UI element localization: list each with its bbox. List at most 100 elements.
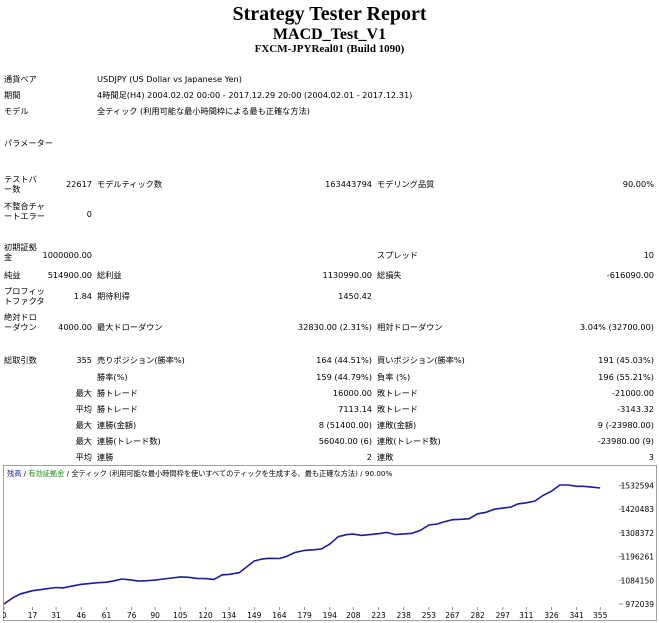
avg-cons-losses-label: 連敗 [377,452,394,462]
x-tick-label: 31 [51,611,61,620]
max-cons-loss-value: -23980.00 (9) [597,436,654,446]
x-tick-label: 76 [127,611,137,620]
max-cons-profit-label: 連勝(トレード数) [97,436,161,446]
average-prefix: 平均 [75,404,92,414]
x-tick-label: 61 [102,611,112,620]
period-value: 4時間足(H4) 2004.02.02 00:00 - 2017.12.29 2… [97,90,413,100]
x-tick-label: 105 [173,611,188,620]
max-cons-wins-label: 連勝(金額) [97,420,137,430]
profit-factor-value: 1.84 [73,291,92,301]
balance-chart: 0 17 31 46 61 76 90 105 120 134 149 164 179 194 208 223… [3,465,657,621]
x-tick-label: 326 [544,611,559,620]
max-cons-losses-value: 9 (-23980.00) [597,420,654,430]
bars-label: テストバー数 [4,174,37,194]
long-positions-value: 191 (45.03%) [598,355,654,365]
max-drawdown-label: 最大ドローダウン [97,322,163,332]
gross-loss-label: 総損失 [377,270,402,280]
total-trades-value: 355 [76,355,92,365]
loss-rate-label: 負率 (%) [377,372,411,382]
deposit-label: 初期証拠金 [4,242,37,262]
max-drawdown-value: 32830.00 (2.31%) [297,322,372,332]
params-label: パラメーター [4,138,53,148]
y-tick-label: 1196261 [621,553,655,562]
max-cons-losses-label: 連敗(金額) [377,420,417,430]
mismatch-label: 不整合チャートエラー [4,201,45,221]
gross-loss-value: -616090.00 [606,270,654,280]
x-tick-label: 253 [422,611,437,620]
gross-profit-label: 総利益 [97,270,122,280]
model-label: モデル [4,106,29,116]
x-tick-label: 46 [76,611,86,620]
win-rate-label: 勝率(%) [97,372,128,382]
ticks-value: 163443794 [325,179,372,189]
payoff-value: 1450.42 [338,291,372,301]
y-tick-label: 1308372 [621,529,655,538]
max-cons-wins-value: 8 (51400.00) [318,420,372,430]
x-tick-label: 282 [470,611,485,620]
avg-cons-wins-label: 連勝 [97,452,114,462]
x-tick-label: 120 [198,611,213,620]
total-trades-label: 総取引数 [4,355,37,365]
avg-cons-wins-value: 2 [366,452,372,462]
x-tick-label: 164 [272,611,287,620]
report-title: Strategy Tester Report [232,3,427,25]
x-tick-label: 179 [297,611,312,620]
x-tick-label: 194 [323,611,338,620]
win-rate-value: 159 (44.79%) [316,372,372,382]
x-tick-label: 90 [150,611,160,620]
chart-legend: 残高 / 有効証拠金 / 全ティック (利用可能な最小時間枠を使いすべてのティッ… [7,469,392,479]
spread-label: スプレッド [377,250,418,260]
average-prefix-2: 平均 [75,452,92,462]
profit-factor-label: プロフィットファクタ [4,286,45,306]
avg-win-label: 勝トレード [97,404,138,414]
period-label: 期間 [4,90,21,100]
bars-value: 22617 [65,179,92,189]
x-tick-label: 149 [247,611,262,620]
y-tick-label: 1532594 [621,481,655,490]
gross-profit-value: 1130990.00 [322,270,373,280]
x-tick-label: 311 [519,611,534,620]
avg-loss-label: 敗トレード [377,404,418,414]
avg-win-value: 7113.14 [338,404,372,414]
x-tick-label: 297 [496,611,511,620]
mismatch-value: 0 [86,209,92,219]
long-positions-label: 買いポジション(勝率%) [377,355,465,365]
model-value: 全ティック (利用可能な最小時間枠による最も正確な方法) [97,106,310,116]
y-tick-label: 1420483 [621,505,655,514]
ea-name: MACD_Test_V1 [272,26,387,43]
largest-prefix: 最大 [75,388,92,398]
legend-balance: 残高 [7,469,22,478]
max-cons-profit-value: 56040.00 (6) [318,436,372,446]
largest-loss-value: -21000.00 [611,388,654,398]
quality-value: 90.00% [622,179,654,189]
largest-prefix-3: 最大 [75,436,92,446]
ticks-label: モデルティック数 [97,179,163,189]
short-positions-label: 売りポジション(勝率%) [97,355,185,365]
abs-drawdown-label: 絶対ドローダウン [4,312,37,332]
net-label: 純益 [4,270,21,280]
legend-model: 全ティック (利用可能な最小時間枠を使いすべてのティックを生成する、最も正確な方… [71,469,393,478]
rel-drawdown-label: 相対ドローダウン [377,322,443,332]
server-build: FXCM-JPYReal01 (Build 1090) [254,43,405,55]
y-tick-label: 1084150 [621,576,655,585]
symbol-label: 通貨ペア [4,74,37,84]
abs-drawdown-value: 4000.00 [58,322,92,332]
largest-win-label: 勝トレード [97,388,138,398]
largest-loss-label: 敗トレード [377,388,418,398]
x-tick-label: 17 [28,611,38,620]
y-tick-label: 972039 [625,600,654,609]
x-tick-label: 223 [371,611,386,620]
x-tick-label: 267 [445,611,460,620]
largest-win-value: 16000.00 [332,388,372,398]
loss-rate-value: 196 (55.21%) [598,372,654,382]
avg-cons-losses-value: 3 [648,452,654,462]
max-cons-loss-label: 連敗(トレード数) [377,436,441,446]
legend-separator-2: / [64,469,72,478]
rel-drawdown-value: 3.04% (32700.00) [579,322,654,332]
legend-equity: 有効証拠金 [28,469,65,478]
payoff-label: 期待利得 [97,291,130,301]
spread-value: 10 [643,250,654,260]
quality-label: モデリング品質 [377,179,435,189]
x-tick-label: 134 [222,611,237,620]
balance-line [3,484,601,605]
